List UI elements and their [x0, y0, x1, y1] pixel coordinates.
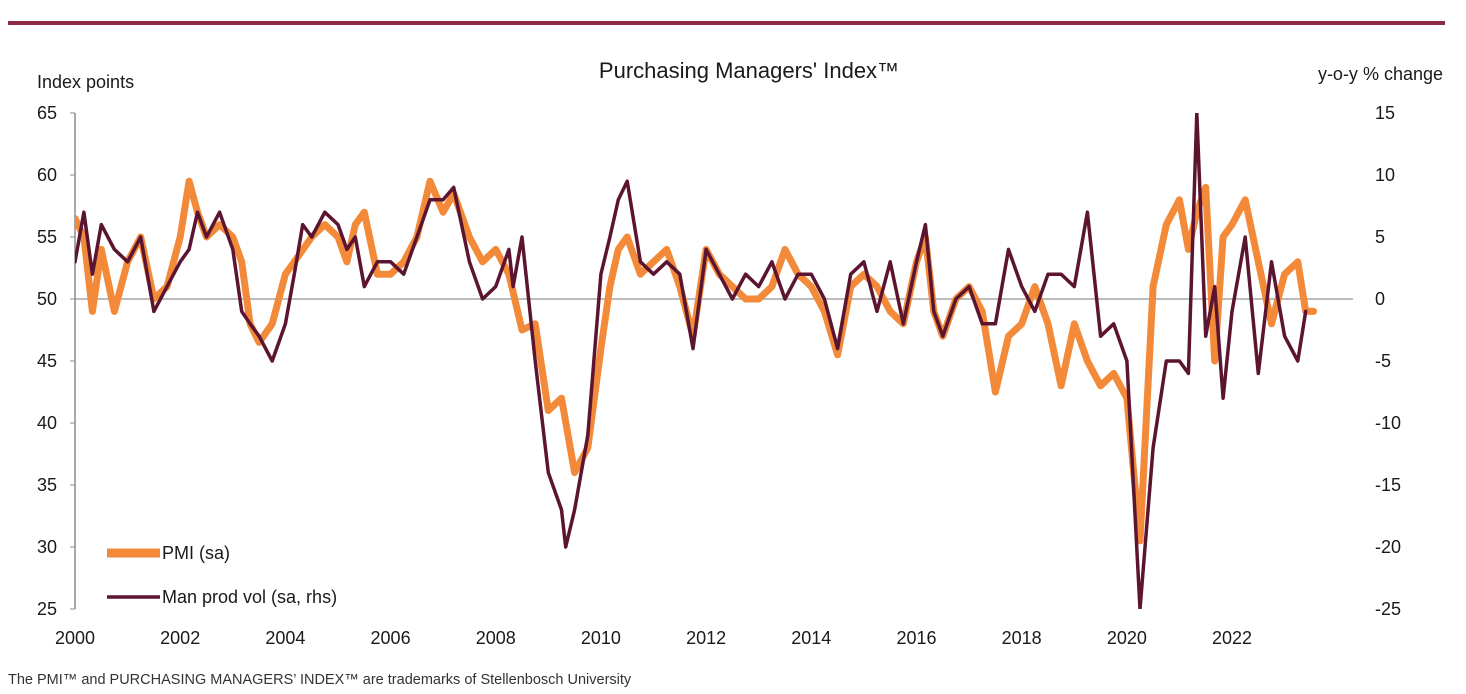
x-tick-label: 2006 [371, 628, 411, 648]
right-axis-ticks: 15 10 5 0 -5 -10 -15 -20 -25 [1375, 103, 1401, 619]
x-tick-label: 2004 [265, 628, 305, 648]
x-tick-label: 2022 [1212, 628, 1252, 648]
left-tick-label: 50 [37, 289, 57, 309]
legend: PMI (sa) Man prod vol (sa, rhs) [107, 543, 337, 607]
left-tick-label: 55 [37, 227, 57, 247]
x-tick-label: 2020 [1107, 628, 1147, 648]
right-tick-label: 5 [1375, 227, 1385, 247]
right-tick-label: 10 [1375, 165, 1395, 185]
left-tick-label: 45 [37, 351, 57, 371]
x-tick-label: 2018 [1002, 628, 1042, 648]
x-tick-label: 2014 [791, 628, 831, 648]
right-tick-label: 0 [1375, 289, 1385, 309]
left-tick-label: 30 [37, 537, 57, 557]
right-tick-label: -15 [1375, 475, 1401, 495]
left-tick-label: 25 [37, 599, 57, 619]
legend-pmi-label: PMI (sa) [162, 543, 230, 563]
left-tick-label: 65 [37, 103, 57, 123]
chart-title: Purchasing Managers' Index™ [599, 58, 899, 83]
x-tick-label: 2000 [55, 628, 95, 648]
left-tick-label: 60 [37, 165, 57, 185]
right-tick-label: 15 [1375, 103, 1395, 123]
x-tick-label: 2016 [896, 628, 936, 648]
x-tick-label: 2010 [581, 628, 621, 648]
trademark-footnote: The PMI™ and PURCHASING MANAGERS’ INDEX™… [8, 672, 632, 688]
legend-prod-label: Man prod vol (sa, rhs) [162, 587, 337, 607]
left-axis-ticks: 65 60 55 50 45 40 35 30 25 [37, 103, 75, 619]
series-layer [75, 113, 1318, 609]
top-accent-rule [8, 21, 1445, 25]
right-tick-label: -25 [1375, 599, 1401, 619]
right-tick-label: -5 [1375, 351, 1391, 371]
left-axis-label: Index points [37, 72, 134, 92]
left-tick-label: 35 [37, 475, 57, 495]
man-prod-vol-series-line [75, 113, 1308, 609]
right-tick-label: -20 [1375, 537, 1401, 557]
x-tick-label: 2002 [160, 628, 200, 648]
x-axis-ticks: 2000 2002 2004 2006 2008 2010 2012 2014 2016 2018… [55, 628, 1252, 648]
right-axis-label: y-o-y % change [1318, 64, 1443, 84]
right-tick-label: -10 [1375, 413, 1401, 433]
x-tick-label: 2012 [686, 628, 726, 648]
x-tick-label: 2008 [476, 628, 516, 648]
left-tick-label: 40 [37, 413, 57, 433]
